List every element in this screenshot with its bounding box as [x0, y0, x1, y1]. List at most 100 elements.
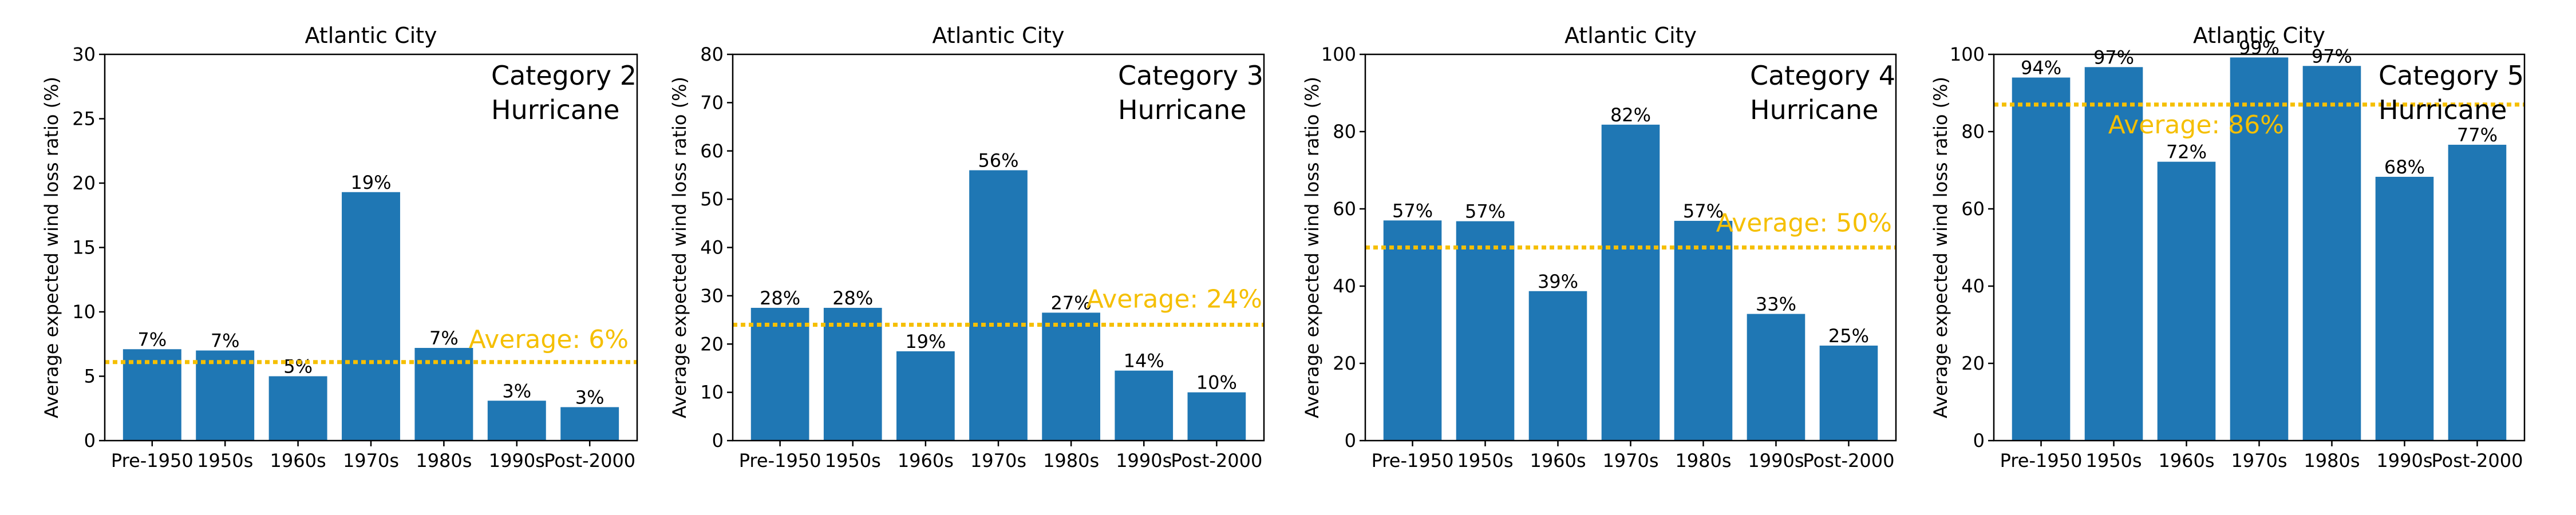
average-label: Average: 24% [1086, 285, 1262, 314]
x-tick-label: 1970s [343, 450, 399, 472]
category-label: Category 3 Hurricane [1118, 60, 1263, 125]
x-tick-label: 1960s [898, 450, 954, 472]
bar-pre-1950 [750, 307, 809, 441]
bar-post-2000 [2448, 144, 2507, 441]
data-label: 57% [1683, 200, 1724, 222]
x-tick-label: 1980s [416, 450, 472, 472]
data-label: 72% [2166, 141, 2207, 163]
data-label: 19% [350, 172, 391, 193]
category-label-line: Hurricane [491, 94, 619, 125]
y-tick-label: 40 [1333, 275, 1356, 297]
chart-title: Atlantic City [932, 23, 1064, 48]
y-tick-label: 20 [72, 172, 96, 194]
data-label: 56% [978, 150, 1018, 172]
bar-1950s [823, 307, 882, 441]
data-label: 77% [2457, 124, 2498, 146]
x-tick-label: 1970s [1602, 450, 1658, 472]
average-label: Average: 50% [1716, 209, 1892, 238]
y-tick-label: 15 [72, 237, 96, 259]
x-tick-label: Post-2000 [1803, 450, 1894, 472]
data-label: 3% [502, 380, 531, 402]
data-label: 10% [1196, 372, 1237, 394]
data-label: 27% [1051, 292, 1092, 314]
y-tick-label: 0 [1973, 430, 1985, 451]
y-tick-label: 80 [1961, 121, 1985, 142]
chart-panel-2: 28% 28% 19% 56% 27% 14% 10% Average: 24% 0 10 20 30… [669, 23, 1265, 472]
chart-panel-1: 7% 7% 5% 19% 7% 3% 3% Average: 6% 0 5 10 15 20 25 30 Pr… [41, 23, 638, 472]
bar-1970s [2230, 57, 2289, 441]
y-tick-label: 60 [1333, 198, 1356, 220]
y-tick-label: 40 [1961, 275, 1985, 297]
data-label: 7% [211, 330, 240, 352]
y-tick-label: 10 [700, 382, 724, 403]
category-label-line: Category 4 [1750, 60, 1895, 91]
y-tick-label: 40 [700, 237, 724, 259]
x-tick-label: 1990s [1116, 450, 1172, 472]
bar-1990s [487, 401, 546, 441]
data-label: 7% [429, 327, 459, 349]
category-label-line: Category 3 [1118, 60, 1263, 91]
category-label-line: Category 2 [491, 60, 637, 91]
y-axis-label: Average expected wind loss ratio (%) [669, 77, 690, 418]
bar-1980s [1042, 312, 1100, 441]
bar-1980s [1674, 220, 1733, 441]
bar-post-2000 [1187, 392, 1246, 441]
data-label: 14% [1124, 350, 1164, 372]
y-axis-label: Average expected wind loss ratio (%) [1301, 77, 1323, 418]
x-tick-label: 1960s [270, 450, 326, 472]
y-tick-label: 60 [1961, 198, 1985, 220]
x-tick-label: 1980s [1675, 450, 1731, 472]
data-label: 5% [283, 356, 313, 378]
y-tick-label: 25 [72, 108, 96, 130]
y-tick-label: 30 [72, 43, 96, 65]
data-label: 28% [832, 287, 873, 309]
x-tick-label: Pre-1950 [111, 450, 193, 472]
y-tick-label: 0 [712, 430, 724, 451]
x-tick-label: 1980s [1043, 450, 1099, 472]
x-tick-label: 1970s [970, 450, 1026, 472]
x-tick-label: 1970s [2231, 450, 2287, 472]
category-label: Category 2 Hurricane [491, 60, 637, 125]
y-tick-label: 50 [700, 188, 724, 210]
y-tick-label: 100 [1950, 43, 1985, 65]
bar-pre-1950 [1383, 220, 1442, 441]
x-tick-label: 1950s [1457, 450, 1513, 472]
data-label: 94% [2021, 57, 2061, 79]
x-tick-label: Post-2000 [2431, 450, 2523, 472]
bar-post-2000 [560, 407, 619, 441]
bar-1990s [2375, 176, 2434, 441]
data-label: 39% [1538, 271, 1578, 292]
chart-panel-4: 94% 97%72%99% 97%68%77%Average: 86%0204060… [1930, 23, 2526, 472]
bar-1990s [1115, 370, 1174, 441]
bar-1950s [2084, 67, 2143, 441]
y-tick-label: 60 [700, 140, 724, 162]
y-tick-label: 0 [84, 430, 96, 451]
bar-1980s [2302, 66, 2361, 441]
y-tick-label: 10 [72, 301, 96, 323]
category-label: Category 5 Hurricane [2379, 60, 2524, 125]
x-tick-label: Pre-1950 [2000, 450, 2083, 472]
chart-title: Atlantic City [305, 23, 437, 48]
y-tick-label: 20 [700, 333, 724, 355]
bar-1970s [342, 192, 400, 441]
x-tick-label: 1950s [2085, 450, 2142, 472]
category-label-line: Hurricane [1750, 94, 1878, 125]
data-label: 57% [1392, 200, 1433, 221]
bar-1990s [1747, 314, 1805, 441]
bar-pre-1950 [2012, 77, 2071, 441]
y-tick-label: 80 [1333, 121, 1356, 142]
y-axis-label: Average expected wind loss ratio (%) [1930, 77, 1951, 418]
data-label: 97% [2312, 45, 2352, 67]
bar-1970s [1601, 124, 1660, 441]
x-tick-label: Post-2000 [544, 450, 635, 472]
bar-pre-1950 [123, 349, 181, 441]
data-label: 7% [137, 328, 167, 350]
x-tick-label: 1990s [2376, 450, 2432, 472]
category-label-line: Hurricane [2379, 94, 2507, 125]
y-tick-label: 70 [700, 92, 724, 113]
y-tick-label: 80 [700, 43, 724, 65]
x-tick-label: 1980s [2304, 450, 2360, 472]
y-tick-label: 20 [1961, 352, 1985, 374]
average-label: Average: 6% [469, 325, 629, 354]
